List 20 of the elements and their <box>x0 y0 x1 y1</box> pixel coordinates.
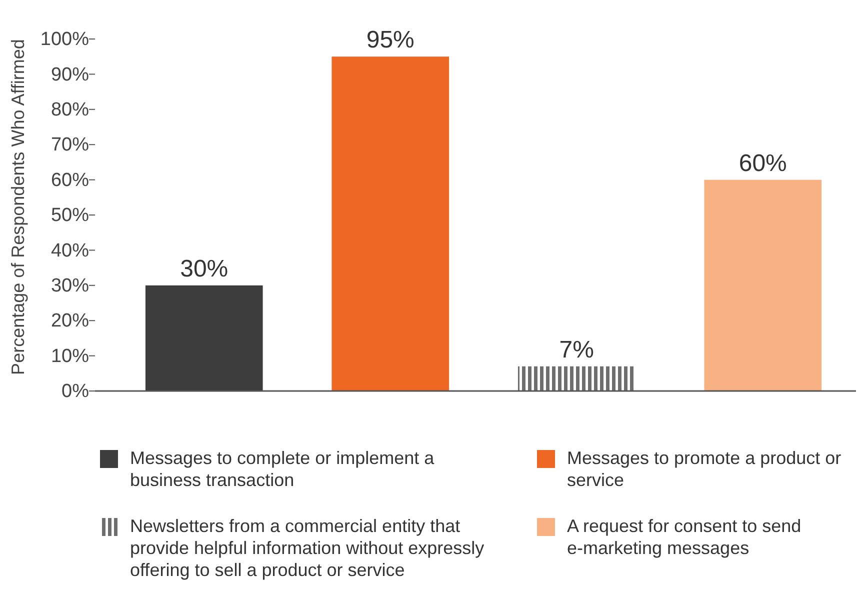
y-tick-label: 90% <box>50 64 90 86</box>
y-tick-label: 50% <box>50 205 90 226</box>
data-label: 95% <box>366 26 414 54</box>
y-tick-label: 20% <box>50 310 90 332</box>
legend-label: Messages to complete or implement a business transaction <box>130 448 436 490</box>
legend-label: Messages to promote a product or service <box>567 448 842 490</box>
y-tick-label: 80% <box>50 99 90 120</box>
legend-label: A request for consent to send e-marketing messages <box>567 516 802 558</box>
data-label: 60% <box>738 150 787 177</box>
legend-label: Newsletters from a commercial entity that provide helpful information without expressly offering to sell a product or service <box>130 516 484 580</box>
y-tick-label: 100% <box>40 29 90 50</box>
y-tick-label: 40% <box>50 240 90 262</box>
data-label: 7% <box>559 336 594 364</box>
y-tick-label: 60% <box>50 170 90 191</box>
y-axis-title: Percentage of Respondents Who Affirmed <box>8 39 28 375</box>
data-label: 30% <box>180 255 228 282</box>
y-tick-label: 10% <box>50 346 90 367</box>
y-tick-label: 70% <box>50 134 90 156</box>
y-tick-label: 0% <box>62 381 90 402</box>
y-tick-label: 30% <box>50 275 90 296</box>
